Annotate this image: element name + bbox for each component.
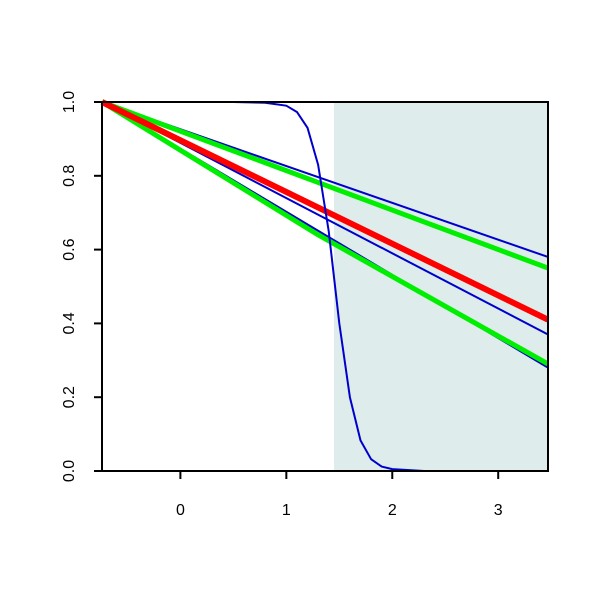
y-tick-label: 0.6 <box>61 238 78 260</box>
series-line <box>102 101 548 472</box>
x-tick-label: 0 <box>176 502 185 519</box>
y-tick-label: 0.4 <box>61 312 78 334</box>
series-line <box>101 99 549 271</box>
x-tick-label: 2 <box>388 502 397 519</box>
x-tick-label: 1 <box>282 502 291 519</box>
plot-frame <box>101 101 549 472</box>
x-tick-label: 3 <box>494 502 503 519</box>
y-tick-label: 0.8 <box>61 165 78 187</box>
series-line <box>100 99 550 367</box>
shaded-region <box>334 102 548 471</box>
y-tick-label: 0.0 <box>61 460 78 482</box>
y-tick-label: 0.2 <box>61 386 78 408</box>
y-tick-label: 1.0 <box>61 91 78 113</box>
